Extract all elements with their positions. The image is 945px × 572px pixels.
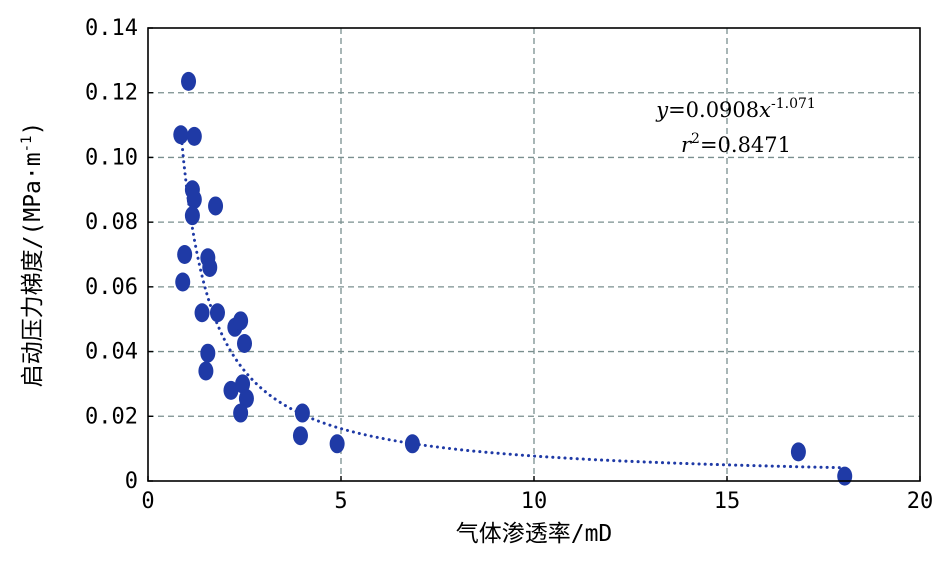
data-point <box>181 71 197 91</box>
grid-lines <box>148 28 920 481</box>
data-point <box>173 125 189 145</box>
y-tick-label: 0.10 <box>85 145 138 170</box>
y-axis-title-main: 启动压力梯度/(MPa·m <box>20 152 46 387</box>
data-point <box>177 245 193 264</box>
data-point <box>292 426 308 446</box>
r-squared-annotation: r2=0.8471 <box>681 131 791 157</box>
data-point <box>194 303 210 323</box>
data-point <box>233 403 249 423</box>
data-point <box>186 126 202 146</box>
data-point <box>223 380 239 400</box>
y-tick-label: 0.02 <box>85 404 138 429</box>
data-point <box>329 434 345 454</box>
equation-x-symbol: x <box>759 98 771 122</box>
data-point <box>209 303 225 323</box>
data-point <box>237 333 252 353</box>
data-point <box>235 374 251 394</box>
y-tick-label: 0.14 <box>85 16 138 41</box>
y-axis-ticks: 0 0.02 0.04 0.06 0.08 0.10 0.12 0.14 <box>85 16 153 494</box>
x-tick-label: 10 <box>521 489 548 514</box>
x-axis-title: 气体渗透率/mD <box>456 521 613 547</box>
x-tick-label: 0 <box>141 489 154 514</box>
data-points <box>173 71 853 486</box>
x-tick-label: 20 <box>907 489 934 514</box>
data-point <box>198 361 214 381</box>
y-axis-title: 启动压力梯度/(MPa·m-1) <box>19 122 46 388</box>
r-squared-symbol: r <box>681 133 693 157</box>
data-point <box>294 403 310 423</box>
equation-annotation: y=0.0908x-1.071 <box>655 96 816 122</box>
data-point <box>238 388 254 408</box>
data-point <box>175 272 191 292</box>
y-axis-title-sup: -1 <box>19 136 35 153</box>
data-point <box>837 466 853 486</box>
data-point <box>186 189 202 209</box>
data-point <box>200 343 216 363</box>
y-axis-title-close: ) <box>20 122 46 136</box>
data-point <box>202 257 218 277</box>
x-tick-label: 5 <box>334 489 347 514</box>
trendline <box>179 129 847 470</box>
equation-coefficient: =0.0908 <box>668 98 759 122</box>
y-tick-label: 0.08 <box>85 210 138 235</box>
y-tick-label: 0.12 <box>85 81 138 106</box>
data-point <box>404 434 420 454</box>
x-tick-label: 15 <box>714 489 741 514</box>
equation-y-symbol: y <box>655 98 669 122</box>
data-point <box>184 206 200 226</box>
r-squared-value: =0.8471 <box>700 133 791 157</box>
y-tick-label: 0.04 <box>85 340 138 365</box>
y-tick-label: 0 <box>125 469 138 494</box>
data-point <box>208 196 224 216</box>
y-tick-label: 0.06 <box>85 275 138 300</box>
data-point <box>790 442 806 462</box>
x-axis-ticks: 0 5 10 15 20 <box>141 476 933 514</box>
r-squared-exponent: 2 <box>691 131 700 147</box>
trendline-group <box>179 129 847 470</box>
equation-exponent: -1.071 <box>771 96 816 112</box>
data-point <box>233 311 249 331</box>
